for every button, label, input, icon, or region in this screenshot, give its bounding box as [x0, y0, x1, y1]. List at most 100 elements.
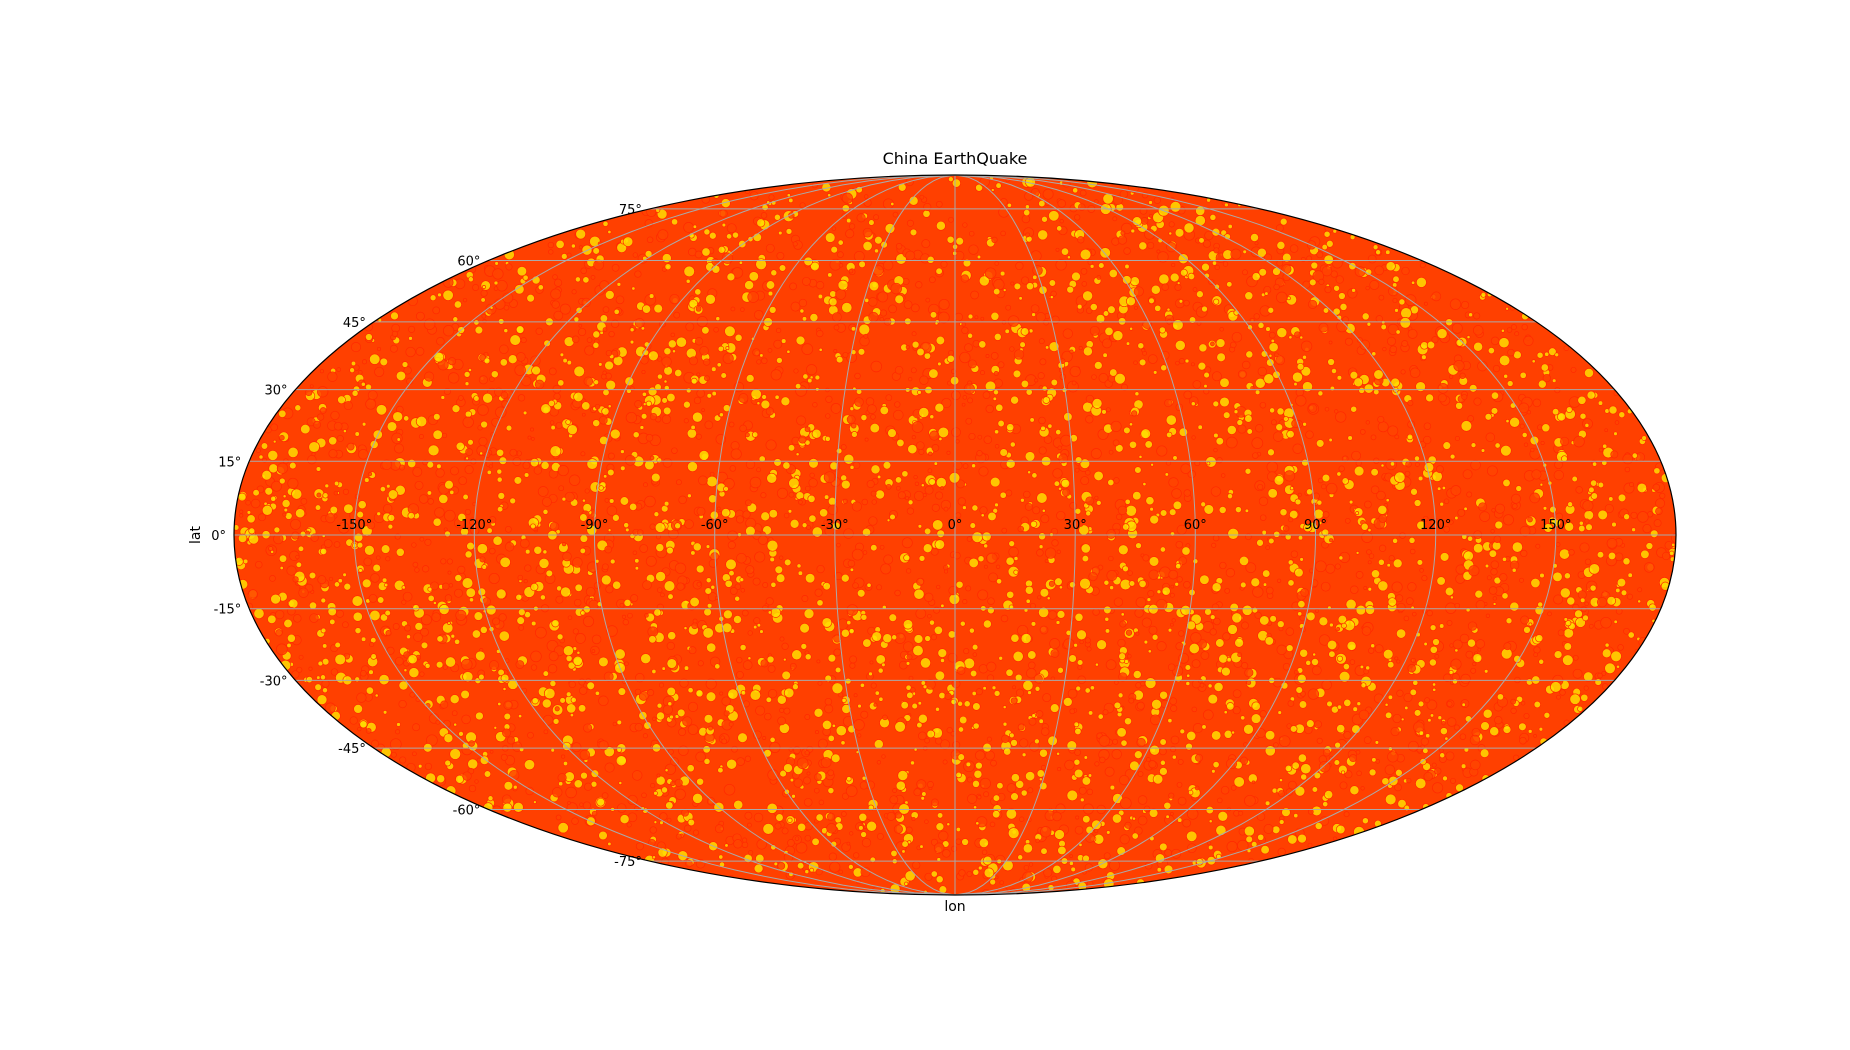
scatter-point — [1112, 330, 1124, 342]
scatter-point — [1439, 727, 1448, 736]
scatter-point — [906, 653, 913, 661]
scatter-point — [1103, 579, 1110, 586]
scatter-point — [1365, 285, 1370, 291]
scatter-point — [1042, 188, 1054, 200]
scatter-point — [323, 539, 333, 548]
scatter-point — [1226, 758, 1237, 770]
scatter-point — [1282, 252, 1292, 263]
scatter-point — [653, 820, 658, 825]
scatter-point — [1143, 805, 1151, 813]
scatter-point — [1307, 688, 1320, 700]
scatter-point — [1124, 717, 1132, 726]
scatter-point — [1268, 331, 1276, 339]
scatter-point — [1488, 586, 1498, 595]
scatter-point — [1039, 748, 1048, 758]
scatter-point — [1120, 739, 1128, 747]
scatter-point — [811, 837, 820, 846]
scatter-point — [1159, 767, 1168, 776]
scatter-point — [1106, 529, 1116, 539]
scatter-point — [815, 813, 824, 822]
scatter-point — [853, 693, 858, 698]
scatter-point — [816, 329, 824, 338]
scatter-point — [715, 316, 721, 322]
scatter-point — [896, 438, 905, 448]
scatter-point — [1267, 448, 1275, 457]
scatter-point — [911, 435, 916, 440]
scatter-point — [964, 343, 973, 352]
scatter-point — [873, 214, 880, 221]
scatter-point — [634, 688, 642, 696]
scatter-point — [336, 367, 342, 372]
scatter-point — [282, 512, 287, 517]
scatter-point — [1256, 538, 1264, 547]
scatter-point — [346, 442, 355, 451]
scatter-point — [765, 280, 776, 290]
scatter-point — [967, 332, 974, 339]
scatter-point — [1264, 636, 1274, 646]
scatter-point — [691, 622, 699, 630]
scatter-point — [307, 455, 317, 465]
scatter-point — [993, 332, 1002, 341]
scatter-point — [701, 408, 705, 412]
scatter-point — [1068, 654, 1077, 663]
scatter-point — [969, 669, 978, 678]
scatter-point — [1017, 854, 1024, 861]
scatter-point — [1287, 559, 1294, 566]
scatter-point — [578, 323, 583, 328]
scatter-point — [1279, 217, 1288, 226]
scatter-point — [1287, 579, 1295, 587]
scatter-point — [1120, 230, 1126, 236]
scatter-point — [906, 507, 915, 515]
scatter-point — [1165, 814, 1170, 819]
scatter-point — [1302, 381, 1313, 393]
scatter-point — [570, 243, 576, 249]
scatter-point — [1457, 508, 1466, 517]
scatter-point — [1209, 628, 1217, 636]
scatter-point — [1528, 622, 1533, 627]
scatter-point — [1283, 470, 1296, 482]
scatter-point — [379, 357, 389, 367]
scatter-point — [704, 375, 710, 382]
scatter-point — [403, 668, 408, 673]
scatter-point — [1119, 834, 1130, 845]
scatter-point — [1349, 754, 1358, 763]
scatter-point — [1138, 454, 1143, 459]
scatter-point — [738, 260, 743, 265]
scatter-point — [554, 278, 563, 287]
scatter-point — [586, 458, 598, 470]
scatter-point — [522, 410, 528, 416]
scatter-point — [1445, 751, 1455, 761]
scatter-point — [835, 355, 844, 364]
scatter-point — [1563, 642, 1572, 651]
scatter-point — [828, 297, 838, 307]
scatter-point — [979, 506, 988, 515]
scatter-point — [623, 598, 632, 607]
scatter-point — [337, 578, 343, 584]
scatter-point — [1273, 283, 1280, 291]
scatter-point — [1010, 395, 1020, 405]
scatter-point — [1216, 352, 1226, 363]
scatter-point — [290, 518, 302, 530]
scatter-point — [1169, 531, 1176, 537]
scatter-point — [605, 379, 617, 391]
scatter-point — [913, 588, 925, 600]
scatter-point — [1073, 768, 1084, 779]
scatter-point — [1178, 556, 1187, 565]
scatter-point — [639, 544, 649, 553]
scatter-point — [1350, 405, 1358, 413]
scatter-point — [1272, 431, 1284, 442]
scatter-point — [1049, 638, 1061, 650]
scatter-point — [1051, 315, 1060, 325]
scatter-point — [342, 621, 349, 629]
scatter-point — [765, 439, 777, 451]
scatter-point — [542, 670, 549, 677]
scatter-point — [464, 381, 470, 387]
scatter-point — [1169, 697, 1178, 706]
scatter-point — [671, 447, 678, 454]
scatter-point — [1183, 299, 1190, 307]
scatter-point — [1019, 341, 1026, 348]
scatter-point — [851, 431, 858, 438]
scatter-point — [1321, 265, 1333, 277]
scatter-point — [648, 293, 655, 299]
scatter-point — [488, 464, 493, 469]
